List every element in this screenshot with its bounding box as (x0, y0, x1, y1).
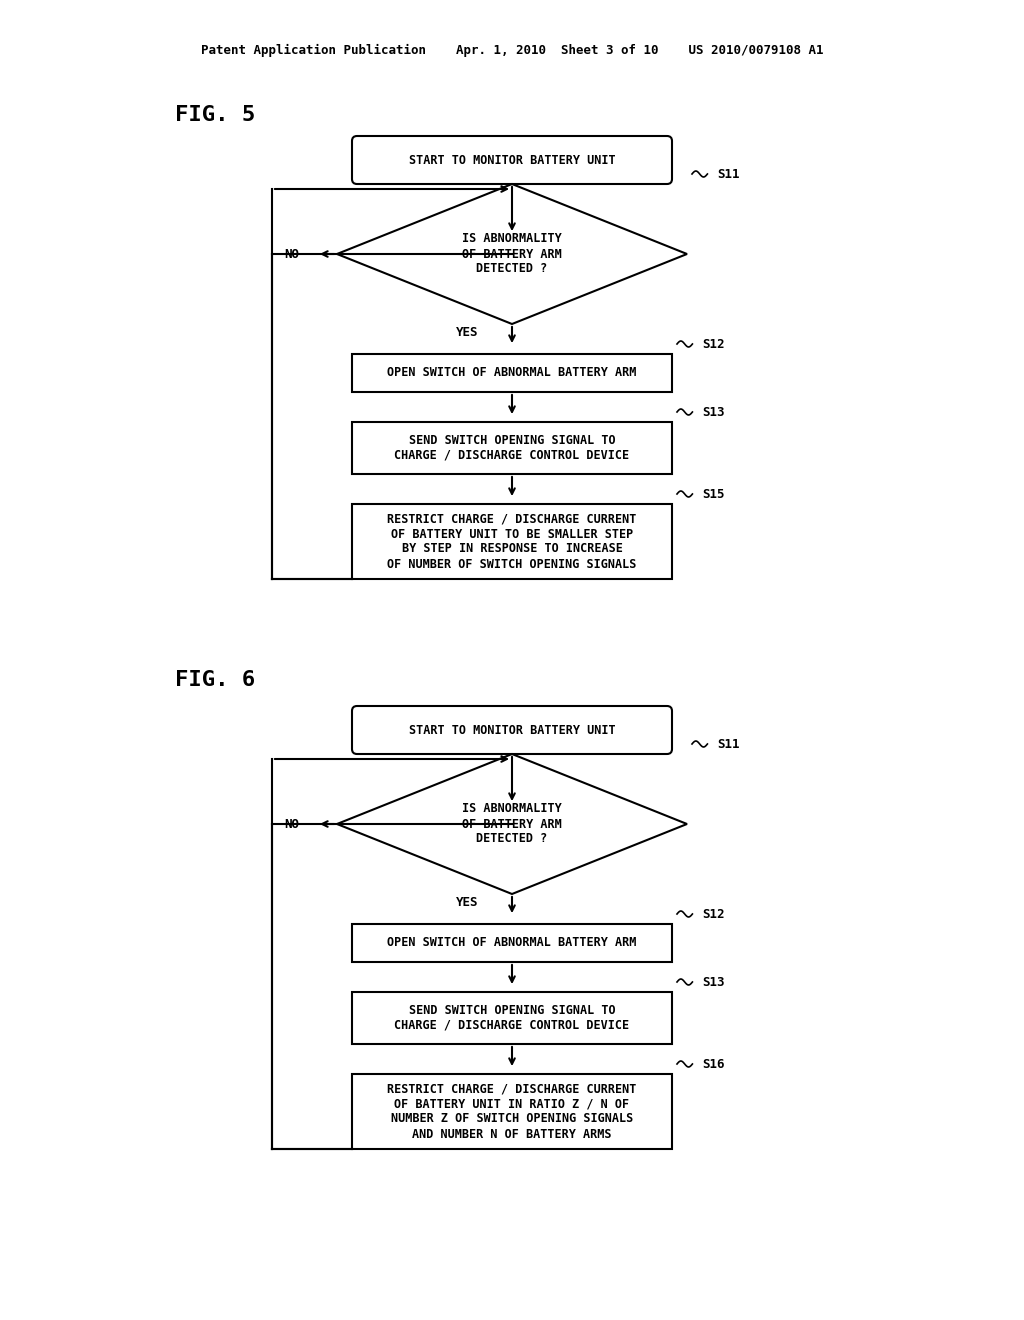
Text: SEND SWITCH OPENING SIGNAL TO
CHARGE / DISCHARGE CONTROL DEVICE: SEND SWITCH OPENING SIGNAL TO CHARGE / D… (394, 1005, 630, 1032)
Text: START TO MONITOR BATTERY UNIT: START TO MONITOR BATTERY UNIT (409, 723, 615, 737)
Text: S11: S11 (717, 168, 739, 181)
Text: OPEN SWITCH OF ABNORMAL BATTERY ARM: OPEN SWITCH OF ABNORMAL BATTERY ARM (387, 367, 637, 380)
FancyBboxPatch shape (352, 354, 672, 392)
Text: SEND SWITCH OPENING SIGNAL TO
CHARGE / DISCHARGE CONTROL DEVICE: SEND SWITCH OPENING SIGNAL TO CHARGE / D… (394, 434, 630, 462)
Text: IS ABNORMALITY
OF BATTERY ARM
DETECTED ?: IS ABNORMALITY OF BATTERY ARM DETECTED ? (462, 803, 562, 846)
Text: Patent Application Publication    Apr. 1, 2010  Sheet 3 of 10    US 2010/0079108: Patent Application Publication Apr. 1, 2… (201, 44, 823, 57)
FancyBboxPatch shape (352, 706, 672, 754)
Text: S13: S13 (702, 975, 725, 989)
Text: FIG. 5: FIG. 5 (175, 106, 255, 125)
Text: S13: S13 (702, 405, 725, 418)
Text: NO: NO (285, 248, 299, 260)
Text: IS ABNORMALITY
OF BATTERY ARM
DETECTED ?: IS ABNORMALITY OF BATTERY ARM DETECTED ? (462, 232, 562, 276)
Text: RESTRICT CHARGE / DISCHARGE CURRENT
OF BATTERY UNIT IN RATIO Z / N OF
NUMBER Z O: RESTRICT CHARGE / DISCHARGE CURRENT OF B… (387, 1082, 637, 1140)
Text: YES: YES (456, 326, 478, 338)
FancyBboxPatch shape (352, 924, 672, 962)
Text: S15: S15 (702, 487, 725, 500)
FancyBboxPatch shape (352, 504, 672, 579)
Text: S11: S11 (717, 738, 739, 751)
Text: YES: YES (456, 895, 478, 908)
Text: S16: S16 (702, 1057, 725, 1071)
FancyBboxPatch shape (352, 422, 672, 474)
Text: OPEN SWITCH OF ABNORMAL BATTERY ARM: OPEN SWITCH OF ABNORMAL BATTERY ARM (387, 936, 637, 949)
Text: S12: S12 (702, 908, 725, 920)
Text: FIG. 6: FIG. 6 (175, 671, 255, 690)
Text: RESTRICT CHARGE / DISCHARGE CURRENT
OF BATTERY UNIT TO BE SMALLER STEP
BY STEP I: RESTRICT CHARGE / DISCHARGE CURRENT OF B… (387, 512, 637, 570)
Text: NO: NO (285, 817, 299, 830)
Text: S12: S12 (702, 338, 725, 351)
Text: START TO MONITOR BATTERY UNIT: START TO MONITOR BATTERY UNIT (409, 153, 615, 166)
FancyBboxPatch shape (352, 136, 672, 183)
FancyBboxPatch shape (352, 1074, 672, 1148)
FancyBboxPatch shape (352, 993, 672, 1044)
